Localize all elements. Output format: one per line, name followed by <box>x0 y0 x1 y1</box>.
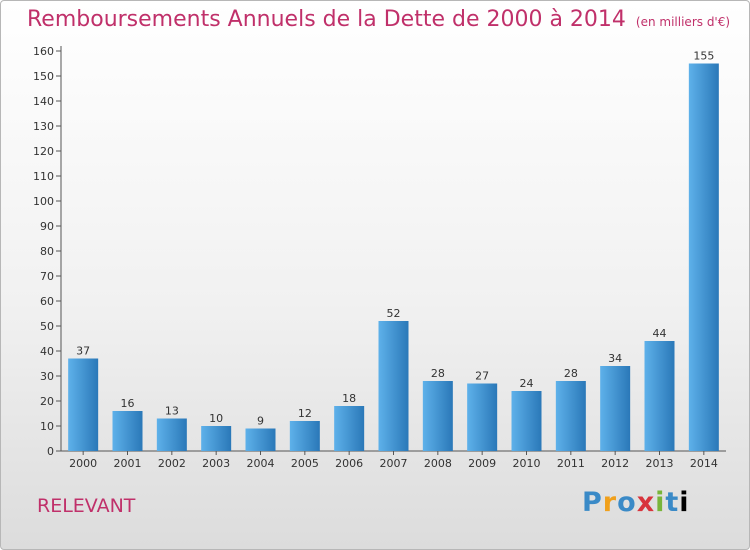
y-tick-label: 60 <box>40 295 54 308</box>
bar-value-label: 28 <box>431 367 445 380</box>
y-tick-label: 10 <box>40 420 54 433</box>
y-tick-label: 80 <box>40 245 54 258</box>
bar-value-label: 34 <box>608 352 622 365</box>
x-tick-label: 2001 <box>114 457 142 470</box>
x-tick-label: 2011 <box>557 457 585 470</box>
bar <box>511 391 542 451</box>
bar <box>688 63 719 451</box>
y-tick-label: 20 <box>40 395 54 408</box>
bar-value-label: 16 <box>121 397 135 410</box>
x-tick-label: 2014 <box>690 457 718 470</box>
bar <box>201 426 232 451</box>
x-tick-label: 2013 <box>646 457 674 470</box>
y-tick-label: 130 <box>33 120 54 133</box>
y-tick-label: 50 <box>40 320 54 333</box>
bar <box>112 411 143 451</box>
commune-name: RELEVANT <box>37 495 136 517</box>
bar-value-label: 155 <box>693 50 714 63</box>
y-tick-label: 30 <box>40 370 54 383</box>
x-tick-label: 2003 <box>202 457 230 470</box>
bar <box>422 381 453 451</box>
bar-value-label: 9 <box>257 415 264 428</box>
bar-value-label: 13 <box>165 405 179 418</box>
title-text: Remboursements Annuels de la Dette de 20… <box>27 7 626 32</box>
y-tick-label: 40 <box>40 345 54 358</box>
x-tick-label: 2005 <box>291 457 319 470</box>
bar <box>156 418 187 451</box>
y-tick-label: 160 <box>33 45 54 58</box>
y-tick-label: 110 <box>33 170 54 183</box>
x-tick-label: 2000 <box>69 457 97 470</box>
x-tick-label: 2010 <box>513 457 541 470</box>
x-tick-label: 2008 <box>424 457 452 470</box>
bar-value-label: 28 <box>564 367 578 380</box>
bar <box>68 358 99 451</box>
y-tick-label: 100 <box>33 195 54 208</box>
x-tick-label: 2002 <box>158 457 186 470</box>
x-tick-label: 2004 <box>247 457 275 470</box>
x-tick-label: 2009 <box>468 457 496 470</box>
x-tick-label: 2007 <box>380 457 408 470</box>
x-tick-label: 2012 <box>601 457 629 470</box>
y-tick-label: 120 <box>33 145 54 158</box>
bar <box>600 366 631 451</box>
bar-value-label: 24 <box>520 377 534 390</box>
bar <box>245 428 276 451</box>
bar <box>378 321 409 451</box>
bar-value-label: 52 <box>387 307 401 320</box>
y-tick-label: 140 <box>33 95 54 108</box>
bar-value-label: 27 <box>475 370 489 383</box>
y-tick-label: 70 <box>40 270 54 283</box>
bar <box>334 406 365 451</box>
y-tick-label: 0 <box>47 445 54 458</box>
bar-value-label: 18 <box>342 392 356 405</box>
bar <box>289 421 320 451</box>
bar-value-label: 37 <box>76 345 90 358</box>
bar <box>644 341 675 451</box>
chart-title: Remboursements Annuels de la Dette de 20… <box>27 7 730 32</box>
bar <box>555 381 586 451</box>
chart-subtitle: (en milliers d'€) <box>635 15 731 29</box>
x-tick-label: 2006 <box>335 457 363 470</box>
y-tick-label: 150 <box>33 70 54 83</box>
bar-value-label: 10 <box>209 412 223 425</box>
bar <box>467 383 498 451</box>
bar-value-label: 12 <box>298 407 312 420</box>
bar-value-label: 44 <box>653 327 667 340</box>
y-tick-label: 90 <box>40 220 54 233</box>
proxiti-logo: Proxiti <box>582 487 690 518</box>
